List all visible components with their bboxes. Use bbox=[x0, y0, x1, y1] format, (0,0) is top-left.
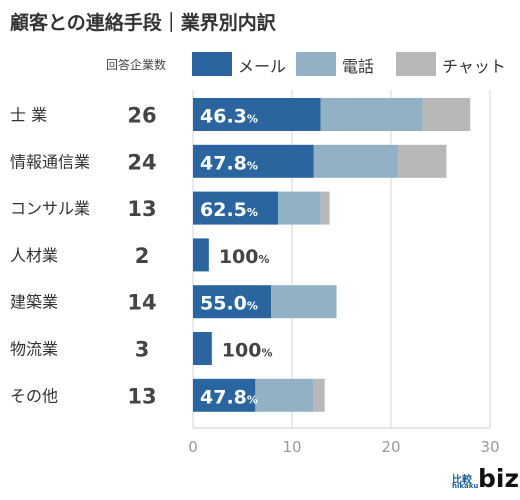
data-label: 47.8% bbox=[200, 386, 258, 408]
respondent-count: 14 bbox=[127, 291, 156, 315]
legend-swatch-chat bbox=[396, 52, 436, 76]
logo-text-kanji: 比較 bbox=[452, 475, 472, 486]
bar-segment-chat bbox=[397, 144, 447, 178]
bar-segment-chat bbox=[320, 191, 330, 225]
category-label: 士 業 bbox=[10, 106, 47, 125]
legend-label-email: メール bbox=[238, 57, 287, 76]
logo-text-biz: biz bbox=[478, 464, 520, 493]
bar-segment-phone bbox=[313, 144, 398, 178]
bar-segment-phone bbox=[271, 285, 337, 319]
legend: 回答企業数 メール 電話 チャット bbox=[0, 52, 520, 76]
bar-segment-chat bbox=[313, 378, 325, 412]
respondent-count: 13 bbox=[127, 384, 156, 408]
bar-segment-email bbox=[193, 378, 256, 412]
category-label: 人材業 bbox=[10, 246, 58, 265]
category-label: その他 bbox=[10, 386, 58, 405]
respondent-count: 26 bbox=[127, 104, 156, 128]
legend-swatch-phone bbox=[296, 52, 336, 76]
data-label: 47.8% bbox=[200, 152, 258, 174]
respondent-count: 2 bbox=[135, 244, 150, 268]
count-column-header: 回答企業数 bbox=[106, 58, 167, 72]
x-tick-label-30: 30 bbox=[480, 438, 499, 456]
data-label: 100% bbox=[222, 340, 273, 362]
bar-segment-email bbox=[193, 144, 314, 178]
legend-label-phone: 電話 bbox=[342, 57, 375, 76]
bar-segment-email bbox=[193, 98, 321, 131]
bar-segment-email bbox=[193, 238, 209, 272]
category-label: 建築業 bbox=[10, 293, 58, 312]
stacked-bar-chart: 0 10 20 30 士 業 26 46.3% 情報通信業 24 47.8% コンサル業 13 62.5… bbox=[10, 90, 500, 456]
bar-segment-email bbox=[193, 285, 272, 319]
bar-segment-phone bbox=[320, 98, 423, 131]
category-label: 物流業 bbox=[10, 340, 58, 359]
legend-swatch-email bbox=[192, 52, 232, 76]
category-label: 情報通信業 bbox=[10, 152, 90, 171]
bar-segment-phone bbox=[255, 378, 314, 412]
data-label: 62.5% bbox=[200, 199, 258, 221]
respondent-count: 13 bbox=[127, 197, 156, 221]
chart-title: 顧客との連絡手段｜業界別内訳 bbox=[10, 12, 276, 34]
data-label: 100% bbox=[219, 246, 270, 268]
x-tick-label-20: 20 bbox=[381, 438, 400, 456]
respondent-count: 24 bbox=[127, 150, 156, 174]
x-tick-label-0: 0 bbox=[188, 438, 198, 456]
bar-segment-email bbox=[193, 332, 212, 365]
bar-segment-phone bbox=[278, 191, 321, 225]
bar-segment-chat bbox=[422, 98, 471, 131]
respondent-count: 3 bbox=[135, 338, 150, 362]
data-label: 46.3% bbox=[200, 106, 258, 128]
x-tick-label-10: 10 bbox=[282, 438, 301, 456]
data-label: 55.0% bbox=[200, 293, 258, 315]
bar-segment-email bbox=[193, 191, 279, 225]
category-label: コンサル業 bbox=[10, 199, 90, 218]
legend-label-chat: チャット bbox=[442, 57, 506, 76]
logo-text-romaji: hikaku bbox=[452, 482, 479, 490]
